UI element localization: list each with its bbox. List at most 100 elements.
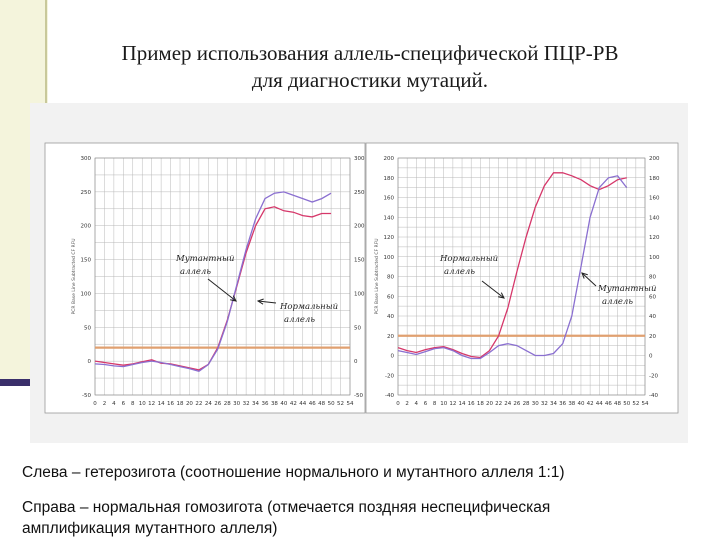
x-tick-label: 16 <box>167 401 174 407</box>
y-tick-label-right: -50 <box>354 393 363 399</box>
y-axis-label: PCR Base Line Subtracted CF RFU <box>71 238 77 314</box>
annotation-arrow <box>257 300 277 304</box>
x-tick-label: 42 <box>290 401 297 407</box>
x-tick-label: 26 <box>214 401 221 407</box>
annotation-line-1: Мутантный <box>597 284 656 294</box>
plot-area <box>397 157 646 396</box>
annotation-arrowhead <box>230 295 237 302</box>
annotation-arrow <box>207 278 237 302</box>
annotation-arrowhead <box>256 298 264 305</box>
annotation-line-2: аллель <box>284 315 315 325</box>
annotation-line-1: Нормальный <box>279 302 338 312</box>
y-tick-label-right: 140 <box>649 215 660 221</box>
slide-title: Пример использования аллель-специфическо… <box>60 40 680 94</box>
x-tick-label: 14 <box>158 401 165 407</box>
x-tick-label: 34 <box>252 401 259 407</box>
x-tick-label: 30 <box>233 401 240 407</box>
y-tick-label-left: 200 <box>81 224 92 230</box>
pcr-figure: 0 2 4 6 8 10 12 14 16 18 20 22 24 26 28 30 32 34 36 38 40 42 4… <box>30 103 688 443</box>
y-tick-label-left: -50 <box>82 393 91 399</box>
x-tick-label: 18 <box>177 401 184 407</box>
x-tick-label: 32 <box>541 401 548 407</box>
y-tick-label-left: -20 <box>385 373 394 379</box>
series-line-red <box>397 172 627 359</box>
y-tick-label-left: 160 <box>384 196 395 202</box>
x-tick-label: 16 <box>468 401 475 407</box>
x-tick-label: 0 <box>396 401 400 407</box>
annotation-arrow <box>581 272 597 287</box>
y-tick-label-right: 0 <box>354 359 358 365</box>
x-tick-label: 2 <box>405 401 409 407</box>
x-tick-label: 6 <box>122 401 126 407</box>
x-tick-label: 28 <box>523 401 530 407</box>
y-tick-label-left: 250 <box>81 190 92 196</box>
x-tick-label: 6 <box>424 401 428 407</box>
plot-area <box>94 157 351 396</box>
annotation-line-1: Нормальный <box>439 254 498 264</box>
chart-panel-1: 0 2 4 6 8 10 12 14 16 18 20 22 24 26 28 30 32 34 36 38 40 42 4… <box>44 142 366 414</box>
x-tick-label: 26 <box>513 401 520 407</box>
caption-homozygote: Справа – нормальная гомозигота (отмечает… <box>22 497 702 539</box>
x-tick-label: 44 <box>596 401 603 407</box>
title-line-1: Пример использования аллель-специфическо… <box>121 41 619 65</box>
y-tick-label-left: 0 <box>88 359 92 365</box>
y-tick-label-right: 100 <box>354 291 365 297</box>
y-tick-label-right: 180 <box>649 176 660 182</box>
caption-line-2: Справа – нормальная гомозигота (отмечает… <box>22 499 551 516</box>
y-tick-label-right: -40 <box>649 393 658 399</box>
x-tick-label: 32 <box>243 401 250 407</box>
x-tick-label: 38 <box>568 401 575 407</box>
x-tick-label: 12 <box>148 401 155 407</box>
x-tick-label: 50 <box>623 401 630 407</box>
y-tick-label-left: 0 <box>391 354 395 360</box>
y-tick-label-left: 20 <box>387 334 394 340</box>
x-tick-label: 36 <box>559 401 566 407</box>
y-tick-label-right: 0 <box>649 354 653 360</box>
x-tick-label: 22 <box>495 401 502 407</box>
y-tick-label-left: 50 <box>84 325 91 331</box>
slide-accent-mark <box>0 379 30 386</box>
y-tick-label-right: 100 <box>649 255 660 261</box>
x-tick-label: 44 <box>299 401 306 407</box>
x-tick-label: 18 <box>477 401 484 407</box>
x-tick-label: 14 <box>459 401 466 407</box>
y-tick-label-right: 200 <box>354 224 365 230</box>
x-tick-label: 0 <box>93 401 97 407</box>
y-tick-label-right: 80 <box>649 275 656 281</box>
y-tick-label-right: 50 <box>354 325 361 331</box>
y-tick-label-left: 40 <box>387 314 394 320</box>
y-tick-label-left: 150 <box>81 258 92 264</box>
x-tick-label: 20 <box>186 401 193 407</box>
x-tick-label: 30 <box>532 401 539 407</box>
x-tick-label: 54 <box>642 401 649 407</box>
caption-heterozygote: Слева – гетерозигота (соотношение нормал… <box>22 464 565 481</box>
x-tick-label: 2 <box>103 401 107 407</box>
x-tick-label: 40 <box>577 401 584 407</box>
y-axis-label: PCR Base Line Subtracted CF RFU <box>374 238 380 314</box>
annotation-line-2: аллель <box>444 267 475 277</box>
y-tick-label-left: 120 <box>384 235 395 241</box>
annotation-line-2: аллель <box>180 267 211 277</box>
x-tick-label: 52 <box>337 401 344 407</box>
x-tick-label: 46 <box>309 401 316 407</box>
annotation-arrow <box>481 280 505 299</box>
y-tick-label-left: 300 <box>81 156 92 162</box>
y-tick-label-right: 250 <box>354 190 365 196</box>
x-tick-label: 4 <box>112 401 116 407</box>
x-tick-label: 38 <box>271 401 278 407</box>
annotation-arrowhead <box>581 272 588 279</box>
annotation-line-1: Мутантный <box>175 254 234 264</box>
series-line-purple <box>397 175 628 360</box>
x-tick-label: 10 <box>139 401 146 407</box>
x-tick-label: 34 <box>550 401 557 407</box>
x-tick-label: 28 <box>224 401 231 407</box>
x-tick-label: 46 <box>605 401 612 407</box>
x-tick-label: 50 <box>328 401 335 407</box>
y-tick-label-right: 200 <box>649 156 660 162</box>
y-tick-label-right: 300 <box>354 156 365 162</box>
y-tick-label-left: 180 <box>384 176 395 182</box>
series-line-purple <box>94 191 332 373</box>
x-tick-label: 40 <box>280 401 287 407</box>
chart-panel-2: 0 2 4 6 8 10 12 14 16 18 20 22 24 26 28 30 32 34 36 38 40 42 4… <box>365 142 679 414</box>
y-tick-label-right: 60 <box>649 294 656 300</box>
